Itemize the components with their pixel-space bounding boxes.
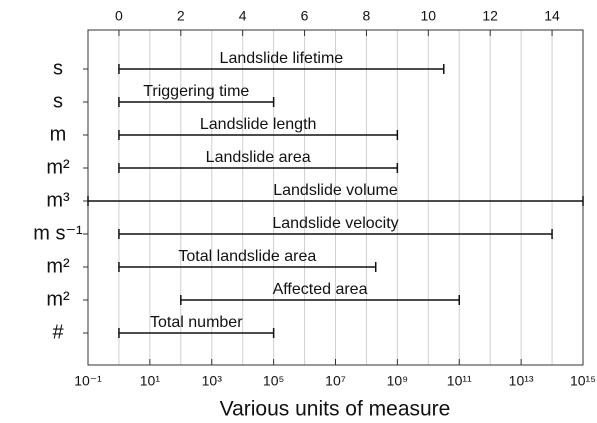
x-tick-label: 6 [301,8,309,24]
range-label: Affected area [273,281,368,298]
y-tick-label: m s⁻¹ [33,222,83,244]
x2-tick-label: 10⁷ [325,373,346,389]
x-tick-label: 4 [239,8,247,24]
x2-tick-label: 10⁹ [387,373,409,389]
y-tick-label: # [52,321,64,343]
range-label: Total number [150,314,243,331]
x2-tick-label: 10³ [202,373,223,389]
x-tick-label: 0 [115,8,123,24]
x2-tick-label: 10⁻¹ [74,373,102,389]
x-tick-label: 14 [544,8,560,24]
y-tick-label: m³ [46,189,70,211]
y-tick-label: m² [46,156,70,178]
x-tick-label: 2 [177,8,185,24]
range-label: Total landslide area [178,248,316,265]
range-label: Triggering time [143,83,249,100]
y-tick-label: m² [46,288,70,310]
range-label: Landslide volume [273,182,398,199]
y-tick-label: s [53,57,63,79]
x2-tick-label: 10¹³ [509,373,534,389]
x2-tick-label: 10¹ [140,373,161,389]
range-label: Landslide area [206,149,311,166]
x-tick-label: 8 [363,8,371,24]
y-tick-label: s [53,90,63,112]
x-axis-label: Various units of measure [220,398,451,421]
x-tick-label: 12 [482,8,498,24]
y-tick-label: m [50,123,67,145]
x2-tick-label: 10¹¹ [447,373,472,389]
x2-tick-label: 10⁵ [263,373,284,389]
range-label: Landslide length [200,116,317,133]
x-tick-label: 10 [421,8,437,24]
range-label: Landslide lifetime [220,50,344,67]
x2-tick-label: 10¹⁵ [570,373,596,389]
y-tick-label: m² [46,255,70,277]
range-label: Landslide velocity [272,215,398,232]
